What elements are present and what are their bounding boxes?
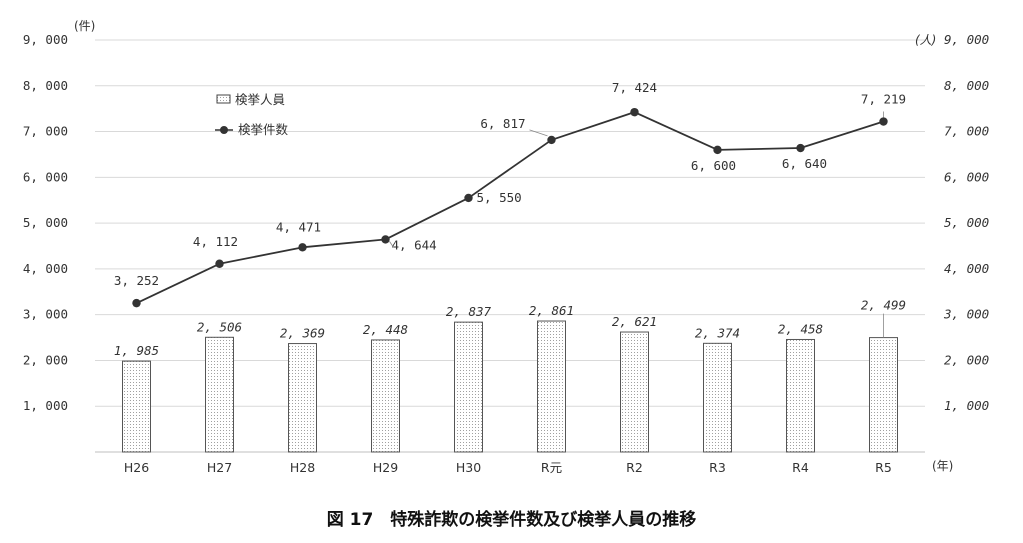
line-segment bbox=[551, 111, 635, 141]
line-point bbox=[713, 145, 722, 155]
y-left-tick: 7, 000 bbox=[23, 124, 68, 139]
x-tick-label: R5 bbox=[875, 460, 892, 475]
line-segment bbox=[467, 139, 553, 199]
line-point bbox=[381, 235, 390, 244]
line-label-leader bbox=[389, 241, 394, 248]
data-labels: 3, 252 4, 112 4, 471 4, 644 5, 550 6, 817 7, 4… bbox=[114, 80, 906, 358]
line-point bbox=[215, 259, 224, 268]
y-left-tick: 1, 000 bbox=[23, 398, 68, 413]
bar-data-label: 2, 448 bbox=[363, 322, 408, 337]
line-data-label: 6, 640 bbox=[782, 156, 827, 171]
line-data-label: 7, 219 bbox=[861, 92, 906, 107]
line-segment bbox=[800, 120, 884, 149]
line-segment bbox=[717, 147, 801, 151]
x-tick-label: H26 bbox=[124, 460, 149, 475]
y-left-tick: 6, 000 bbox=[23, 169, 68, 184]
line-segment bbox=[634, 111, 718, 151]
line-data-label: 7, 424 bbox=[612, 80, 657, 95]
x-tick-label: R4 bbox=[792, 460, 809, 475]
line-data-label: 3, 252 bbox=[114, 273, 159, 288]
line-point bbox=[464, 193, 473, 203]
legend-line-marker bbox=[220, 126, 228, 134]
bar bbox=[288, 343, 317, 453]
x-tick-label: R2 bbox=[626, 460, 643, 475]
x-tick-label: H29 bbox=[373, 460, 398, 475]
line-point bbox=[796, 143, 805, 153]
line-point bbox=[630, 107, 639, 117]
bar bbox=[703, 342, 732, 453]
y-left-tick: 3, 000 bbox=[23, 307, 68, 322]
y-right-tick: 2, 000 bbox=[944, 352, 989, 367]
legend-bar-swatch bbox=[216, 94, 231, 104]
x-tick-label: H30 bbox=[456, 460, 481, 475]
y-right-unit: (人) bbox=[915, 33, 936, 47]
line-data-label: 4, 112 bbox=[193, 234, 238, 249]
bar bbox=[205, 336, 234, 453]
bar-series bbox=[122, 320, 898, 453]
bar-data-label: 2, 506 bbox=[197, 319, 242, 334]
y-left-tick: 9, 000 bbox=[23, 32, 68, 47]
y-right-tick: 3, 000 bbox=[943, 307, 989, 322]
y-left-tick: 4, 000 bbox=[23, 261, 68, 276]
bar bbox=[869, 337, 898, 453]
line-data-label: 5, 550 bbox=[477, 190, 522, 205]
axes: 1, 000 2, 000 3, 000 4, 000 5, 000 6, 000 7, 0… bbox=[23, 19, 989, 475]
line-segment bbox=[385, 197, 469, 241]
line-point bbox=[547, 135, 556, 145]
x-unit: (年) bbox=[932, 459, 953, 473]
x-tick-label: H28 bbox=[290, 460, 315, 475]
y-right-tick: 9, 000 bbox=[944, 32, 989, 47]
bar-data-label: 2, 458 bbox=[778, 321, 823, 336]
y-left-unit: (件) bbox=[74, 19, 95, 33]
y-left-tick: 8, 000 bbox=[23, 78, 68, 93]
bar-data-label: 2, 369 bbox=[280, 326, 325, 341]
bar bbox=[371, 339, 400, 453]
line-data-label: 4, 471 bbox=[276, 219, 321, 234]
bar bbox=[620, 331, 649, 453]
line-segment bbox=[219, 246, 303, 265]
figure-caption: 図 17 特殊詐欺の検挙件数及び検挙人員の推移 bbox=[326, 510, 697, 530]
y-right-tick: 8, 000 bbox=[944, 78, 989, 93]
bar-data-label: 2, 499 bbox=[861, 298, 906, 313]
y-right-tick: 1, 000 bbox=[944, 398, 989, 413]
bar bbox=[537, 320, 566, 453]
bar-data-label: 2, 861 bbox=[529, 303, 574, 318]
bar bbox=[786, 338, 815, 453]
line-data-label: 6, 817 bbox=[480, 116, 525, 131]
line-segment bbox=[136, 262, 220, 304]
y-right-tick: 5, 000 bbox=[944, 215, 989, 230]
line-point bbox=[879, 117, 888, 126]
legend-bar-label: 検挙人員 bbox=[235, 92, 286, 107]
line-series bbox=[132, 107, 888, 308]
legend: 検挙人員 検挙件数 bbox=[215, 92, 289, 137]
x-tick-label: R3 bbox=[709, 460, 726, 475]
x-tick-label: H27 bbox=[207, 460, 232, 475]
bar bbox=[122, 360, 151, 453]
line-point bbox=[132, 298, 141, 308]
bar-data-label: 1, 985 bbox=[114, 343, 159, 358]
bar bbox=[454, 321, 483, 453]
line-segment bbox=[302, 238, 386, 249]
chart-svg: 1, 000 2, 000 3, 000 4, 000 5, 000 6, 000 7, 0… bbox=[23, 19, 989, 475]
line-point bbox=[298, 243, 307, 252]
y-right-tick: 7, 000 bbox=[944, 124, 989, 139]
y-right-tick: 4, 000 bbox=[944, 261, 989, 276]
line-data-label: 4, 644 bbox=[392, 237, 437, 252]
x-tick-label: R元 bbox=[541, 460, 562, 475]
bar-data-label: 2, 374 bbox=[695, 325, 740, 340]
y-left-tick: 5, 000 bbox=[23, 215, 68, 230]
legend-line-label: 検挙件数 bbox=[238, 122, 289, 137]
y-left-tick: 2, 000 bbox=[23, 352, 68, 367]
line-label-leader bbox=[529, 129, 548, 137]
line-data-label: 6, 600 bbox=[691, 158, 736, 173]
bar-data-label: 2, 837 bbox=[446, 304, 492, 319]
bar-data-label: 2, 621 bbox=[612, 314, 657, 329]
y-right-tick: 6, 000 bbox=[944, 169, 989, 184]
